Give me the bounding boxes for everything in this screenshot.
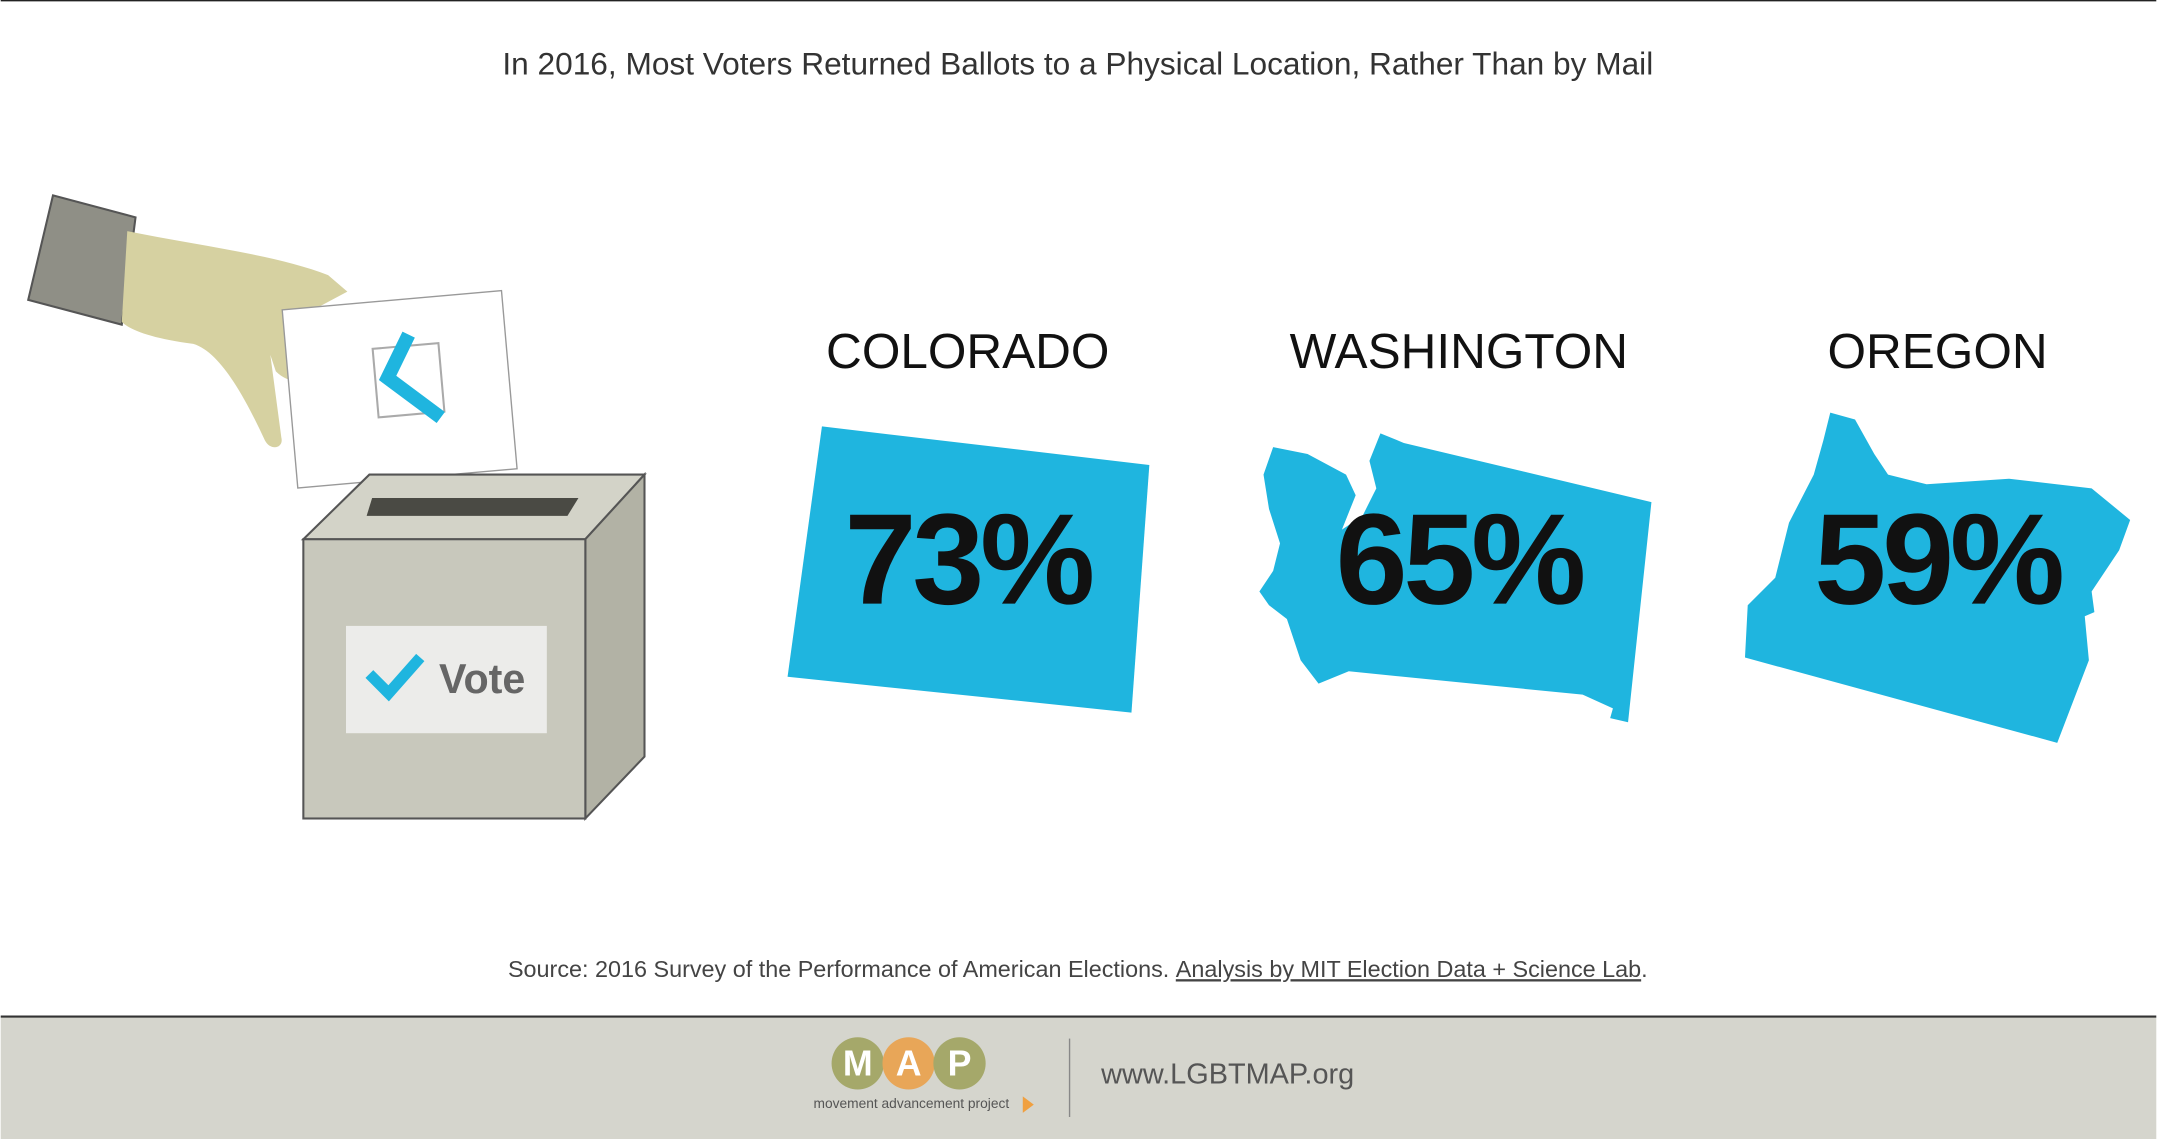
- state-name: COLORADO: [826, 324, 1109, 379]
- state-name: OREGON: [1828, 324, 2048, 379]
- vote-illustration: Vote: [26, 194, 647, 822]
- value-label: 73%: [845, 488, 1093, 632]
- source-link[interactable]: Analysis by MIT Election Data + Science …: [1176, 956, 1641, 982]
- ballot-paper: [281, 289, 518, 489]
- chart-title: In 2016, Most Voters Returned Ballots to…: [502, 45, 1653, 81]
- source-note: Source: 2016 Survey of the Performance o…: [508, 956, 1648, 982]
- state-shape: [787, 426, 1150, 713]
- logo-letter: A: [896, 1044, 922, 1084]
- sleeve: [26, 194, 137, 326]
- value-label: 59%: [1814, 488, 2062, 632]
- source-end: .: [1641, 956, 1648, 982]
- logo-circle: [933, 1037, 986, 1090]
- logo-arrow: [1022, 1096, 1034, 1113]
- source-text: Source: 2016 Survey of the Performance o…: [508, 956, 1176, 982]
- state-name: WASHINGTON: [1290, 324, 1628, 379]
- logo-letter: M: [843, 1044, 873, 1084]
- hand: [121, 231, 348, 448]
- logo-letter: P: [948, 1044, 972, 1084]
- vote-check: [365, 653, 425, 702]
- logo-tagline: movement advancement project: [814, 1096, 1010, 1111]
- box-slot: [366, 497, 579, 516]
- logo-circle: [882, 1037, 935, 1090]
- vote-label: Vote: [439, 656, 525, 702]
- state-shape: [1259, 433, 1652, 723]
- value-label: 65%: [1336, 488, 1584, 632]
- logo-circle: [831, 1037, 884, 1090]
- footer-band: [0, 1016, 2157, 1139]
- website[interactable]: www.LGBTMAP.org: [1100, 1058, 1354, 1090]
- state-shape: [1744, 412, 2131, 743]
